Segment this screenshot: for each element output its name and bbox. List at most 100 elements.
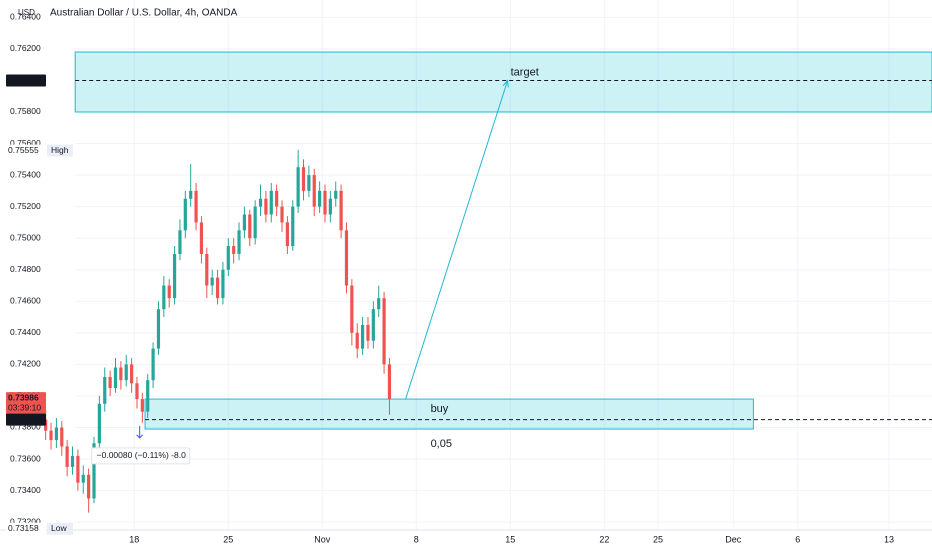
candle-body [49,430,53,441]
candle-body [156,309,161,349]
candle-body [151,348,155,381]
candle-body [280,206,284,223]
candle-body [355,332,359,349]
candle-body [269,190,273,215]
candle-body [167,285,171,299]
zone-note: 0,05 [431,438,452,450]
candle-body [194,190,198,223]
candle-body [339,190,343,231]
candle-body [119,367,123,381]
zone [74,51,932,113]
candle-body [76,455,80,483]
candle-body [237,230,241,254]
price-label-bg [6,522,46,535]
candle-body [221,269,225,299]
candle-body [92,443,96,499]
candle-body [323,190,327,215]
overlay: target buy 0,05 −0.00080 (−0.11%) -8.0 [91,66,539,465]
candles [44,149,392,513]
candle-body [70,455,75,467]
y-tick-label: 0.73600 [10,453,41,463]
price-tag: Low [51,523,67,533]
price-label-bg [6,144,46,157]
x-tick-label: Nov [314,534,331,544]
y-tick-label: 0.75600 [10,138,41,148]
price-tag-bg [47,144,73,157]
x-tick-label: 13 [884,534,894,544]
arrow [405,80,509,400]
candle-body [65,446,69,467]
price-label-bg [6,392,46,415]
y-tick-label: 0.74600 [10,296,41,306]
x-tick-label: 8 [414,534,419,544]
candle-body [377,298,381,310]
candle-body [178,230,182,254]
price-label-bg [6,413,46,426]
candle-body [124,364,128,381]
candle-body [301,167,306,191]
candle-body [366,324,370,341]
candle-body [199,222,204,254]
y-tick-label: 0.73400 [10,485,41,495]
candle-body [108,376,112,389]
measure-box [91,447,191,465]
x-tick-label: 22 [599,534,609,544]
arrow-head [502,79,509,88]
y-tick-label: 0.75800 [10,106,41,116]
x-tick-label: 6 [795,534,800,544]
x-tick-label: 18 [129,534,139,544]
candle-body [205,253,209,286]
price-label-bg [6,74,46,87]
x-tick-label: 15 [505,534,515,544]
candle-body [344,230,349,286]
candle-body [296,167,300,207]
chart-title: Australian Dollar / U.S. Dollar, 4h, OAN… [50,8,238,19]
candle-body [172,253,177,299]
candle-body [130,364,134,384]
x-tick-label: 25 [653,534,663,544]
price-label: 0.76000 [8,75,39,85]
candle-body [264,198,268,215]
candle-body [113,367,118,389]
candle-body [312,175,316,207]
y-tick-label: 0.75000 [10,232,41,242]
candle-body [210,277,214,286]
price-tag-bg [47,522,73,535]
zone-label: target [511,66,539,78]
candle-body [183,198,187,231]
y-tick-label: 0.75400 [10,169,41,179]
candle-body [360,324,365,349]
candle-body [382,298,386,365]
candle-body [60,427,64,447]
price-label-sub: 03:39:10 [8,402,41,412]
candle-body [307,175,311,191]
candle-body [275,190,279,207]
candle-body [232,246,236,254]
price-label: 0.73158 [8,523,39,533]
candle-body [350,285,354,333]
candle-body [146,380,150,412]
candle-body [135,383,139,400]
candle-body [189,190,193,199]
candle-body [371,309,375,341]
candle-body [242,214,247,231]
measure-label: −0.00080 (−0.11%) -8.0 [97,450,186,460]
x-tick-label: Dec [725,534,742,544]
zone [144,398,754,430]
x-tick-label: 25 [223,534,233,544]
candle-body [162,285,166,310]
y-tick-label: 0.76200 [10,43,41,53]
candle-body [140,399,144,412]
candle-body [87,474,91,499]
candle-body [285,222,289,247]
measure-head [136,434,144,439]
price-axis: 0.732000.734000.736000.738000.740000.742… [0,12,932,544]
y-tick-label: 0.73200 [10,516,41,526]
zones [74,51,932,430]
price-label: 0.73986 [8,392,39,402]
candle-body [334,190,338,199]
candle-body [97,403,101,444]
candle-body [258,198,263,207]
candle-body [103,376,107,404]
